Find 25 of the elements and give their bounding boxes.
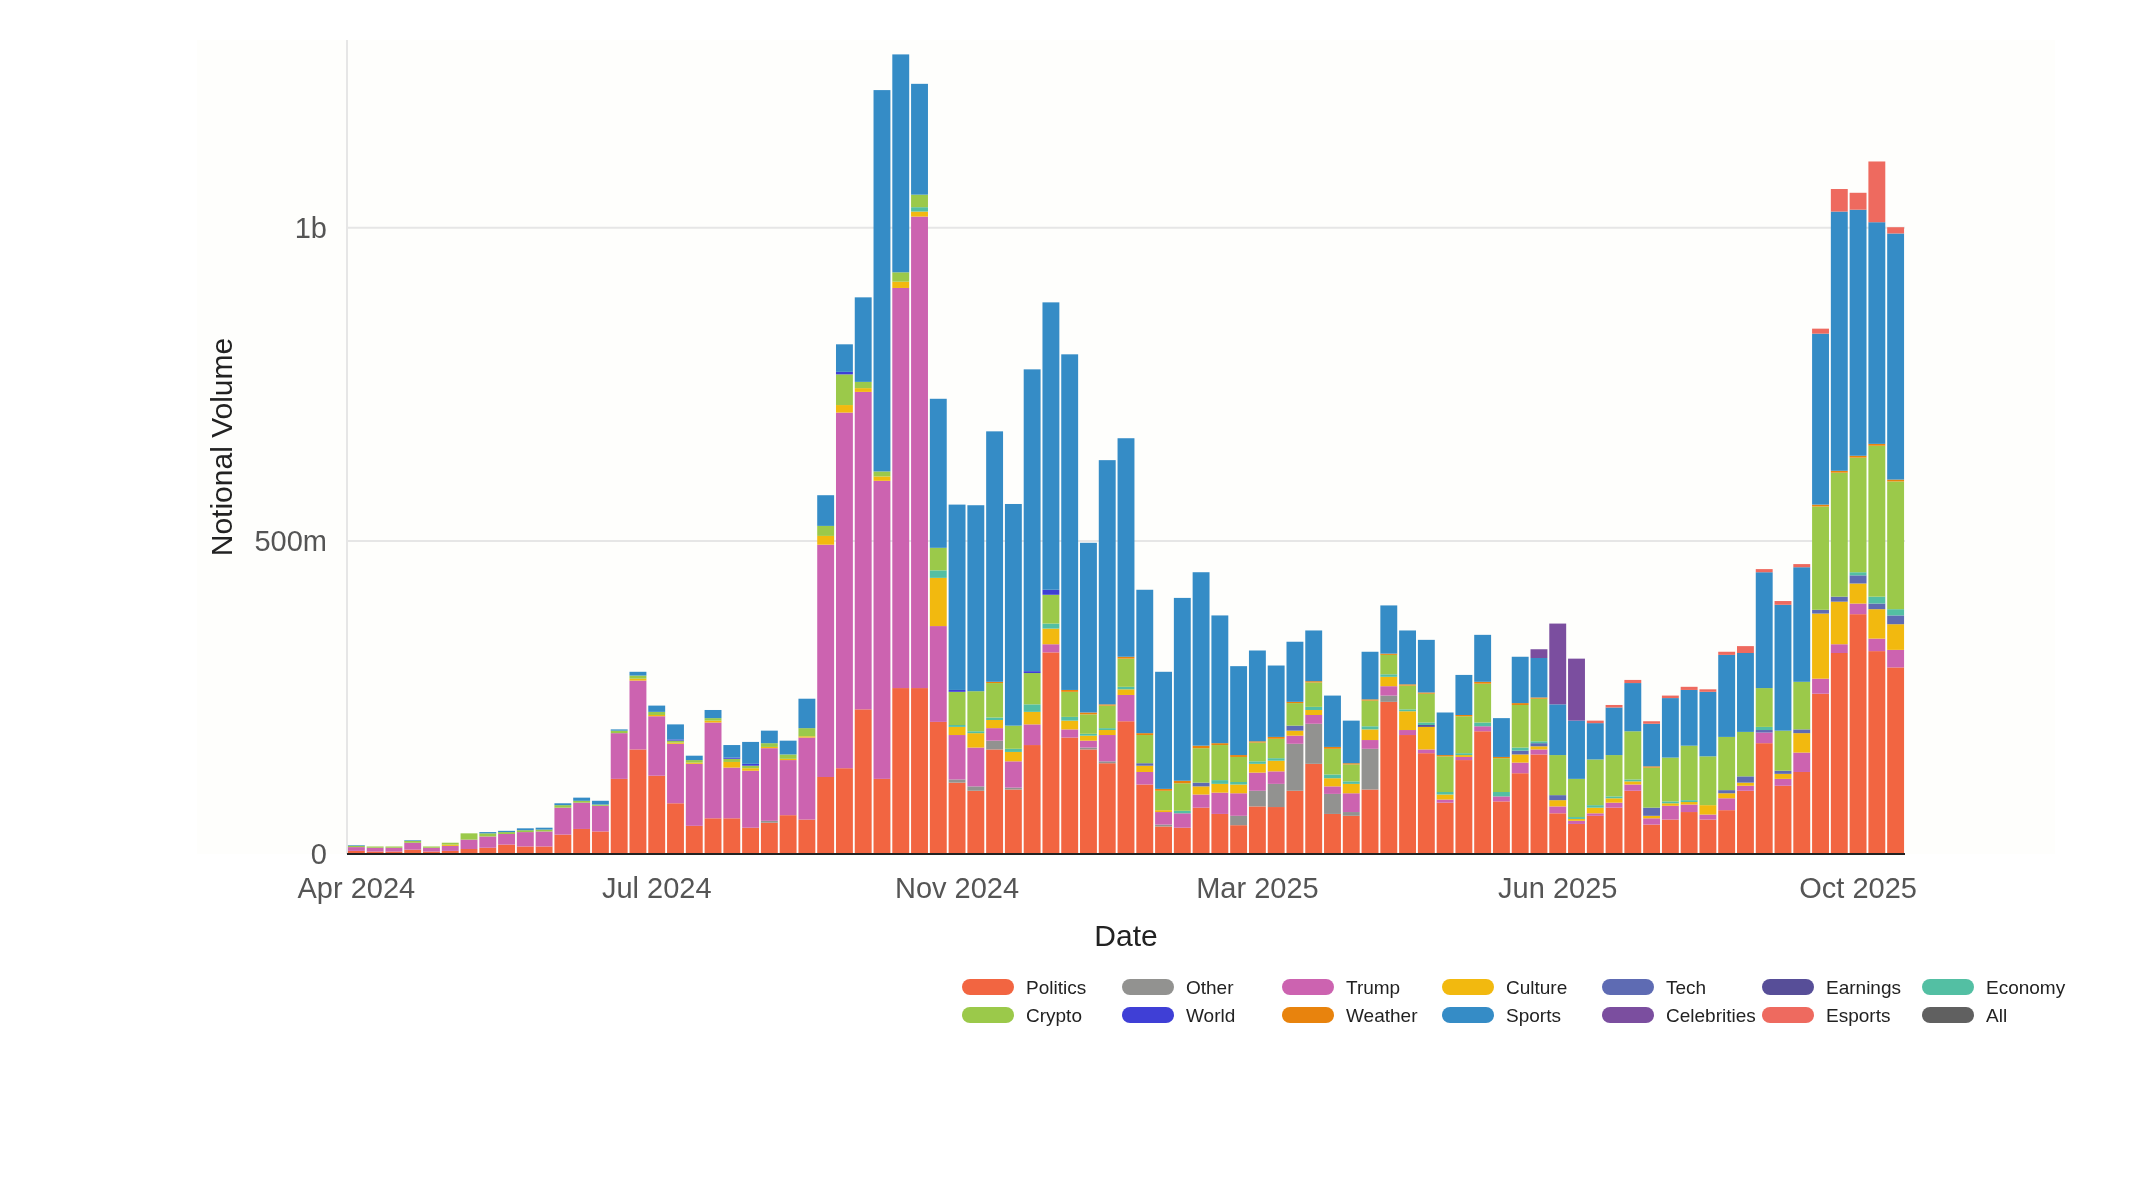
x-tick-label: Nov 2024 — [894, 872, 1020, 904]
legend-label: Culture — [1506, 976, 1568, 998]
x-tick-label: Apr 2024 — [297, 872, 416, 904]
legend-label: Other — [1186, 976, 1235, 998]
y-tick-label: 1b — [294, 212, 327, 244]
x-tick-label: Oct 2025 — [1799, 872, 1917, 904]
legend-label: World — [1186, 1004, 1236, 1026]
x-tick-label: Jul 2024 — [601, 872, 712, 904]
x-axis-title: Date — [1094, 919, 1158, 952]
x-tick-label: Jun 2025 — [1498, 872, 1618, 904]
legend-label: Crypto — [1026, 1004, 1082, 1026]
legend-label: Weather — [1346, 1004, 1419, 1026]
legend-label: Earnings — [1826, 976, 1901, 998]
legend-label: Politics — [1026, 976, 1087, 998]
legend-label: Celebrities — [1666, 1004, 1756, 1026]
legend-label: Tech — [1666, 976, 1707, 998]
legend-label: Esports — [1826, 1004, 1891, 1026]
y-tick-label: 0 — [310, 838, 327, 871]
legend-label: Sports — [1506, 1004, 1561, 1026]
legend-label: Trump — [1346, 976, 1401, 998]
legend-label: All — [1986, 1004, 2008, 1026]
y-tick-label: 500m — [254, 525, 327, 558]
legend-label: Economy — [1986, 976, 2066, 998]
y-axis-title: Notional Volume — [205, 337, 238, 557]
x-tick-label: Mar 2025 — [1196, 872, 1319, 904]
